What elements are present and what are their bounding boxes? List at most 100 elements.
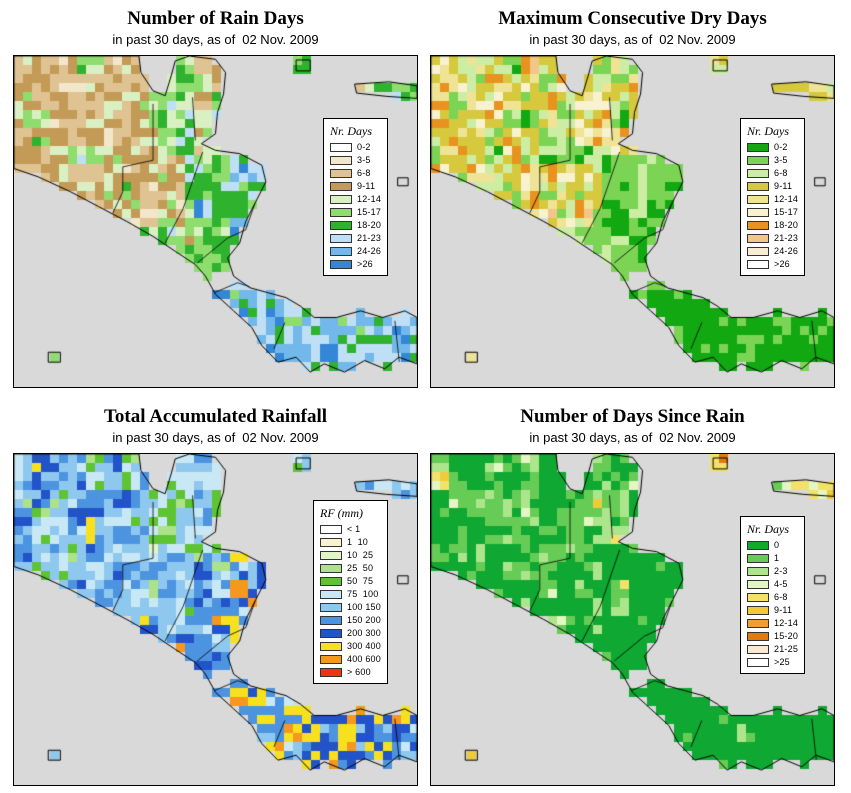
legend-title: Nr. Days (747, 522, 790, 536)
legend-swatch (320, 654, 342, 664)
legend-title: Nr. Days (747, 124, 790, 138)
legend-swatch (320, 615, 342, 625)
legend-label: 24-26 (357, 246, 382, 256)
legend-label: 0-2 (774, 142, 788, 152)
legend-entry: >25 (747, 657, 798, 667)
subtitle-date: 02 Nov. 2009 (659, 32, 736, 47)
legend-label: 18-20 (357, 220, 382, 230)
legend-label: 6-8 (774, 592, 788, 602)
legend-entry: 0-2 (747, 142, 798, 152)
legend-swatch (330, 259, 352, 269)
legend-entry: 300 400 (320, 641, 381, 651)
panel-title-days-since-rain: Number of Days Since Rain (520, 406, 745, 427)
legend-swatch (320, 641, 342, 651)
panel-title-rain-days: Number of Rain Days (127, 8, 304, 29)
legend-swatch (747, 142, 769, 152)
legend-label: 18-20 (774, 220, 799, 230)
legend-entry: >26 (747, 259, 798, 269)
legend-label: 150 200 (347, 615, 381, 625)
legend-swatch (320, 602, 342, 612)
legend-entry: >26 (330, 259, 381, 269)
panel-subtitle-days-since-rain: in past 30 days, as of 02 Nov. 2009 (430, 430, 835, 446)
legend-entry: > 600 (320, 667, 381, 677)
legend-label: 10 25 (347, 550, 374, 560)
legend-swatch (320, 550, 342, 560)
subtitle-date: 02 Nov. 2009 (242, 430, 319, 445)
legend-label: 2-3 (774, 566, 788, 576)
legend-label: 9-11 (357, 181, 376, 191)
legend-entry: 9-11 (747, 605, 798, 615)
legend-label: 300 400 (347, 641, 381, 651)
legend-swatch (330, 168, 352, 178)
legend-entry: 12-14 (747, 194, 798, 204)
legend-label: 0-2 (357, 142, 371, 152)
legend-entry: 18-20 (747, 220, 798, 230)
legend-label: 21-23 (774, 233, 799, 243)
legend-swatch (747, 644, 769, 654)
map-dry-days: Nr. Days 0-2 3-5 6-8 9-11 12-14 15-17 18-20 21-… (430, 55, 835, 388)
legend-entry: 12-14 (330, 194, 381, 204)
legend-entry: 1 (747, 553, 798, 563)
legend-label: 3-5 (774, 155, 788, 165)
legend-swatch (320, 563, 342, 573)
legend-entry: 6-8 (330, 168, 381, 178)
legend-swatch (330, 155, 352, 165)
legend-title: RF (mm) (320, 506, 363, 520)
legend-label: 6-8 (774, 168, 788, 178)
legend-label: 15-17 (357, 207, 382, 217)
map-days-since-rain: Nr. Days 0 1 2-3 4-5 6-8 9-11 12-14 15-20 21-25 >… (430, 453, 835, 786)
legend-swatch (747, 657, 769, 667)
legend-entry: 10 25 (320, 550, 381, 560)
legend-entry: 9-11 (330, 181, 381, 191)
legend-swatch (747, 207, 769, 217)
subtitle-prefix: in past 30 days, as of (529, 32, 653, 47)
legend-swatch (320, 524, 342, 534)
legend-entry: 21-25 (747, 644, 798, 654)
legend-entry: 1 10 (320, 537, 381, 547)
panel-dry-days: Maximum Consecutive Dry Days in past 30 … (430, 0, 835, 388)
legend-label: 12-14 (774, 618, 799, 628)
legend-rain-days: Nr. Days 0-2 3-5 6-8 9-11 12-14 15-17 18-20 21-… (323, 118, 389, 276)
legend-label: 12-14 (357, 194, 382, 204)
legend-entry: 21-23 (747, 233, 798, 243)
legend-entry: 24-26 (330, 246, 381, 256)
legend-label: 0 (774, 540, 780, 550)
panel-subtitle-rain-days: in past 30 days, as of 02 Nov. 2009 (13, 32, 418, 48)
legend-title: Nr. Days (330, 124, 373, 138)
legend-label: 75 100 (347, 589, 379, 599)
legend-entries: < 1 1 10 10 25 25 50 50 75 75 100 100 150 150 2… (320, 524, 381, 677)
legend-swatch (330, 246, 352, 256)
legend-swatch (747, 259, 769, 269)
legend-label: >26 (357, 259, 373, 269)
legend-swatch (747, 631, 769, 641)
legend-entry: 0 (747, 540, 798, 550)
legend-entry: 25 50 (320, 563, 381, 573)
map-rainfall: RF (mm) < 1 1 10 10 25 25 50 50 75 75 100 100 … (13, 453, 418, 786)
legend-entry: 15-17 (747, 207, 798, 217)
subtitle-prefix: in past 30 days, as of (529, 430, 653, 445)
legend-swatch (320, 667, 342, 677)
legend-entries: 0-2 3-5 6-8 9-11 12-14 15-17 18-20 21-23 24-26 >2… (330, 142, 381, 269)
legend-label: > 600 (347, 667, 371, 677)
legend-entries: 0-2 3-5 6-8 9-11 12-14 15-17 18-20 21-23 24-26 >2… (747, 142, 798, 269)
legend-swatch (747, 579, 769, 589)
legend-swatch (747, 592, 769, 602)
legend-swatch (747, 168, 769, 178)
legend-label: 25 50 (347, 563, 374, 573)
legend-entry: 0-2 (330, 142, 381, 152)
panel-title-dry-days: Maximum Consecutive Dry Days (498, 8, 767, 29)
legend-entry: < 1 (320, 524, 381, 534)
legend-label: 15-17 (774, 207, 799, 217)
legend-entry: 3-5 (747, 155, 798, 165)
legend-swatch (330, 207, 352, 217)
legend-swatch (320, 537, 342, 547)
legend-entry: 150 200 (320, 615, 381, 625)
legend-swatch (320, 589, 342, 599)
legend-swatch (330, 233, 352, 243)
legend-label: 9-11 (774, 605, 793, 615)
legend-rainfall: RF (mm) < 1 1 10 10 25 25 50 50 75 75 100 100 … (313, 500, 388, 684)
legend-label: 24-26 (774, 246, 799, 256)
legend-swatch (330, 181, 352, 191)
legend-label: 9-11 (774, 181, 793, 191)
